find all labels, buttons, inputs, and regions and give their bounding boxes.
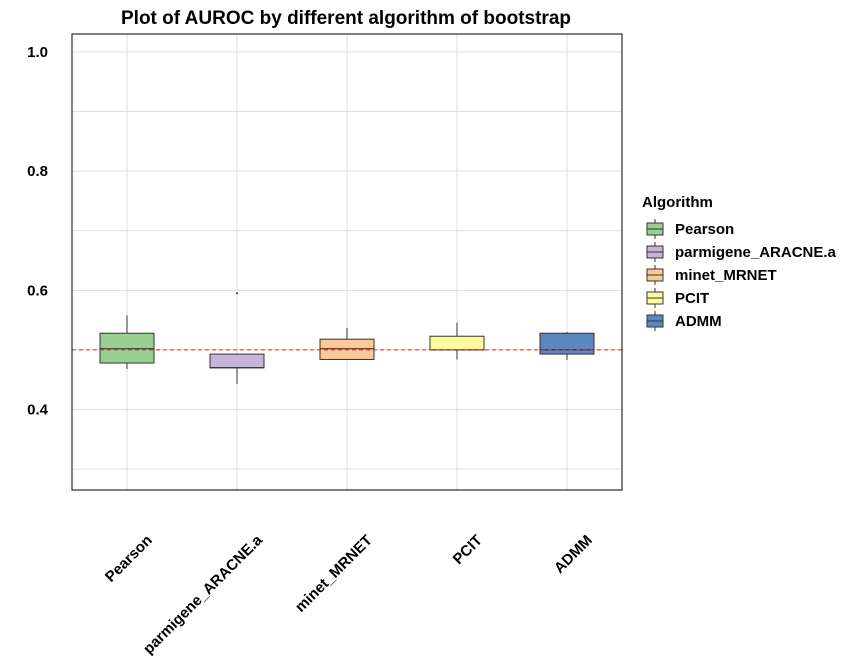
box-parmigene-aracne-a [209, 292, 265, 384]
x-tick-label: Pearson [102, 532, 156, 586]
legend-title: Algorithm [642, 194, 713, 211]
legend-label: ADMM [675, 313, 722, 330]
box-pearson [99, 315, 155, 369]
legend-label: parmigene_ARACNE.a [675, 244, 837, 261]
chart-title: Plot of AUROC by different algorithm of … [121, 8, 571, 29]
legend-item: PCIT [646, 288, 709, 308]
box-body [429, 335, 485, 351]
box-body [539, 332, 595, 355]
x-tick-label: ADMM [551, 532, 596, 577]
legend-label: PCIT [675, 290, 709, 307]
outlier-point [236, 292, 238, 295]
box-minet-mrnet [319, 327, 375, 361]
legend-label: minet_MRNET [675, 267, 777, 284]
x-tick-label: parmigene_ARACNE.a [140, 531, 266, 657]
legend-item: ADMM [646, 311, 722, 331]
y-tick-label: 0.6 [27, 282, 48, 299]
y-tick-label: 0.4 [27, 402, 49, 419]
x-tick-label: PCIT [450, 532, 486, 568]
box-body [209, 353, 265, 369]
box-body [319, 338, 375, 360]
y-axis: 0.4 0.6 0.8 1.0 [27, 44, 49, 419]
legend-item: Pearson [646, 219, 734, 239]
legend: Algorithm Pearson parmigene_ARACNE.aminet… [642, 194, 837, 331]
legend-label: Pearson [675, 221, 734, 238]
box-admm [539, 332, 595, 361]
legend-item: parmigene_ARACNE.a [646, 242, 837, 262]
box-body [99, 332, 155, 364]
y-tick-label: 1.0 [27, 44, 48, 61]
legend-item: minet_MRNET [646, 265, 777, 285]
plot-area [71, 33, 623, 491]
x-tick-label: minet_MRNET [292, 532, 376, 616]
y-tick-label: 0.8 [27, 163, 48, 180]
plot-border [71, 33, 623, 491]
